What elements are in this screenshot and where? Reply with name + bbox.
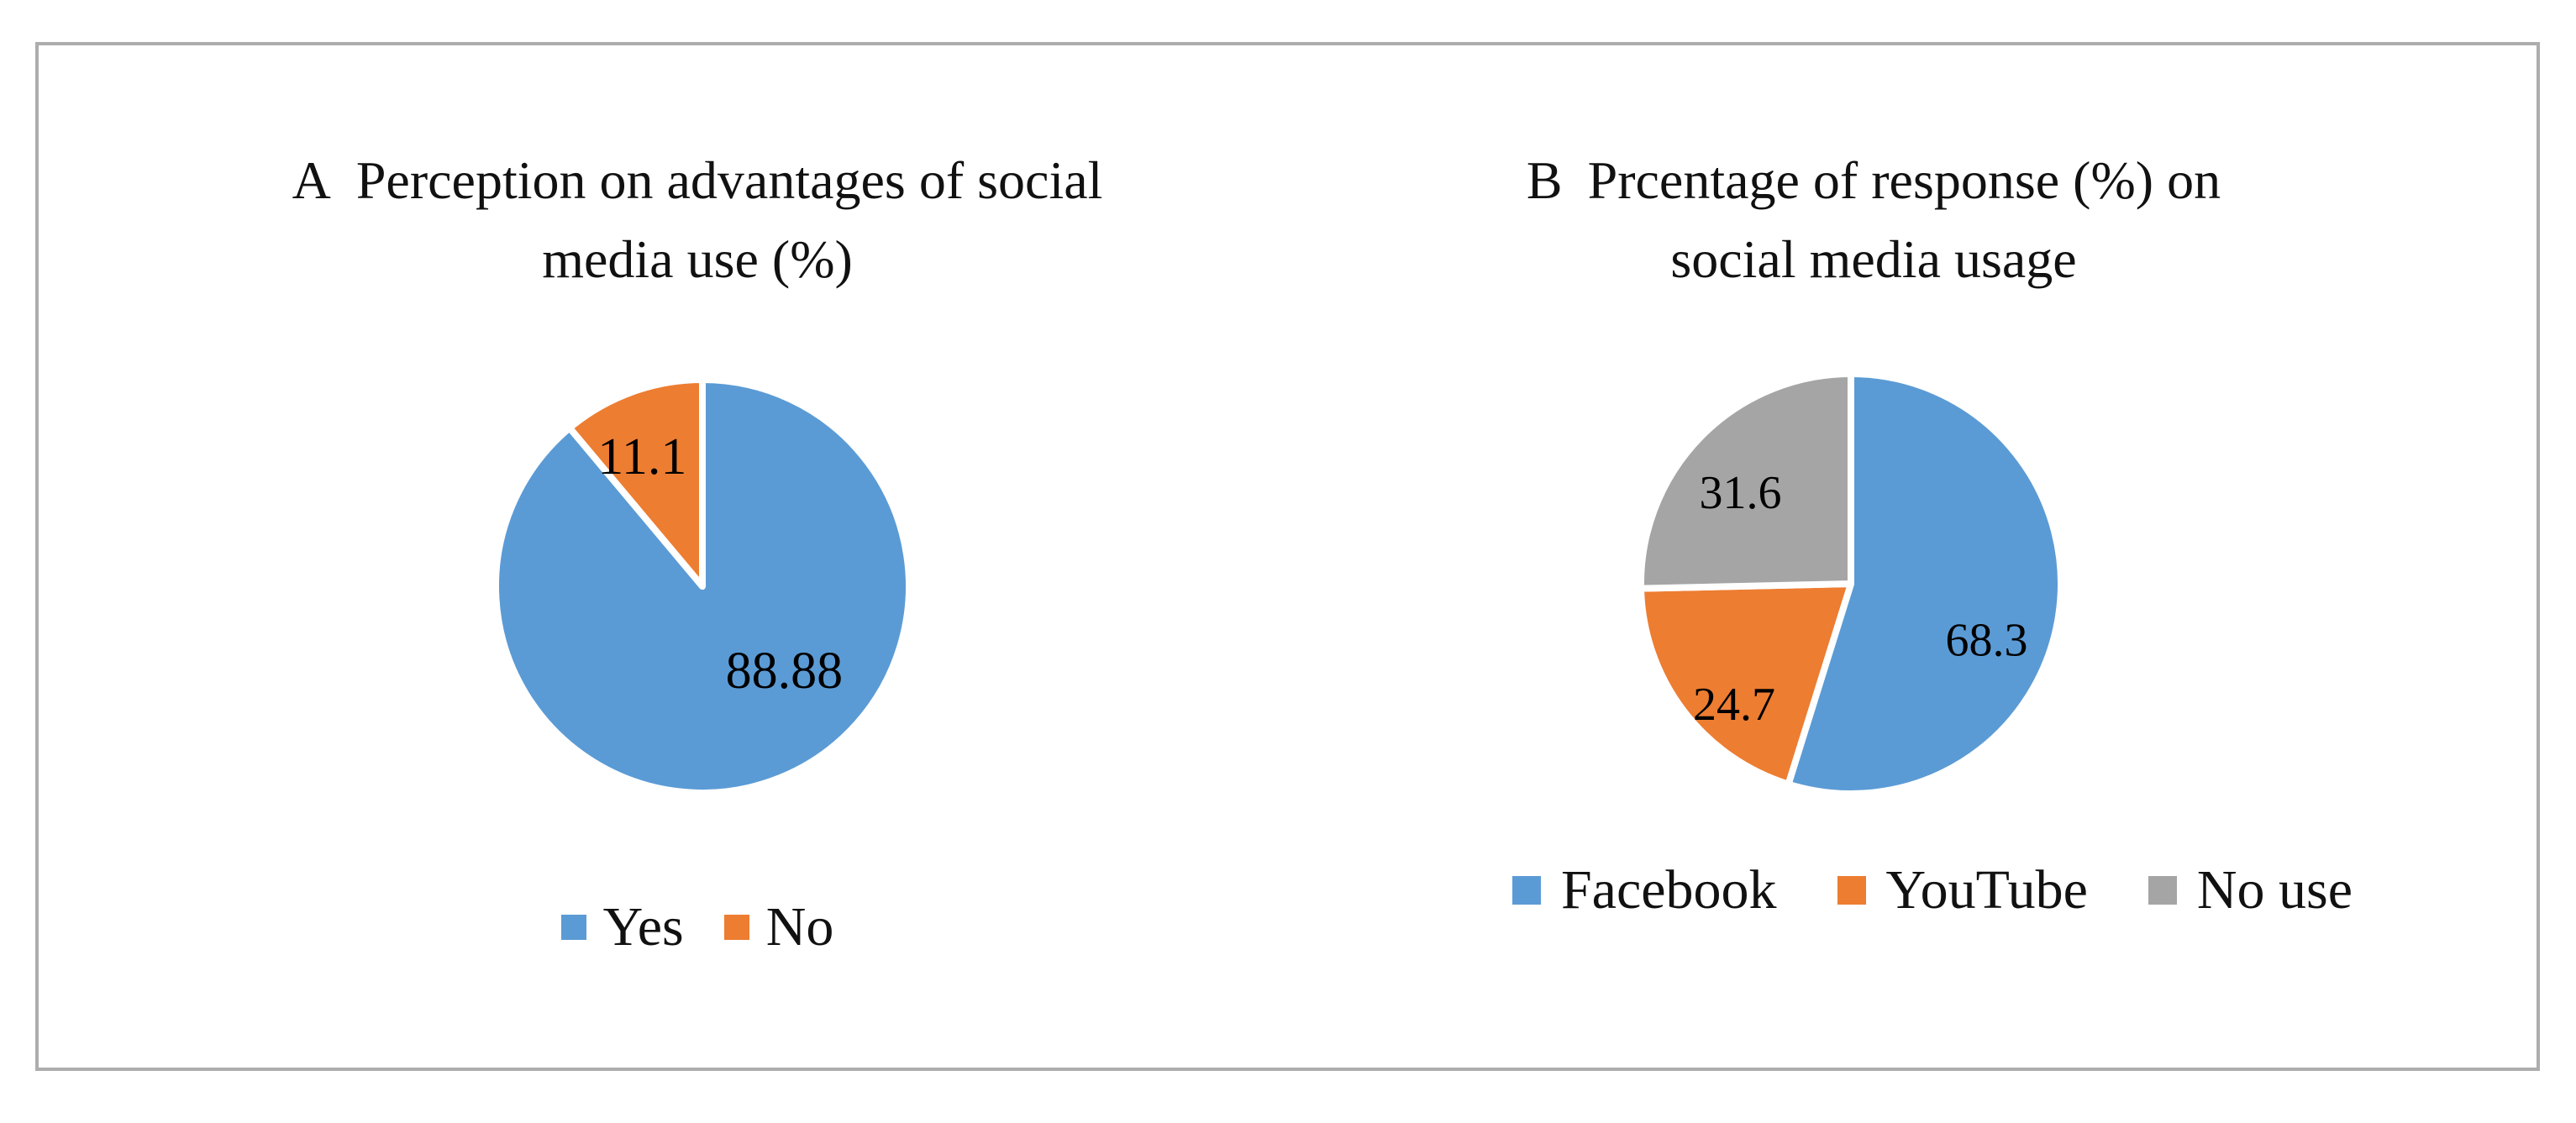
data-label: 88.88 <box>726 643 844 700</box>
legend-a: Yes No <box>420 892 975 963</box>
legend-item: Facebook <box>1511 855 1777 926</box>
legend-item: Yes <box>560 892 684 963</box>
legend-item: YouTube <box>1837 855 2088 926</box>
chart-a-title: A Perception on advantages of social medi… <box>193 141 1201 299</box>
chart-a-title-line1: A Perception on advantages of social <box>193 141 1201 220</box>
pie-slice <box>1785 370 2065 797</box>
data-label: 24.7 <box>1693 679 1775 731</box>
legend-swatch <box>723 915 749 940</box>
pie-slice <box>565 376 706 590</box>
pie-chart-b: 68.3 24.7 31.6 <box>1638 370 2065 797</box>
legend-label: No <box>765 896 834 958</box>
pie-slice <box>1638 580 1854 788</box>
panel-a-label: A <box>292 150 331 210</box>
legend-item: No use <box>2148 855 2353 926</box>
chart-b-title-text1: Prcentage of response (%) on <box>1587 150 2221 210</box>
chart-a-title-line2: media use (%) <box>542 229 853 289</box>
chart-b-title-line2: social media usage <box>1670 229 2077 289</box>
legend-b: Facebook YouTube No use <box>1386 855 2479 926</box>
legend-swatch <box>1511 876 1541 905</box>
legend-label: YouTube <box>1885 859 2088 921</box>
pie-slice <box>1638 370 1854 592</box>
pie-chart-a: 88.88 11.1 <box>492 376 912 796</box>
figure-border <box>35 42 2540 1071</box>
chart-b-title: B Prcentage of response (%) on social med… <box>1369 141 2378 299</box>
legend-swatch <box>2148 876 2177 905</box>
legend-label: Yes <box>602 896 684 958</box>
legend-label: No use <box>2196 859 2353 921</box>
chart-a-title-text1: Perception on advantages of social <box>355 150 1103 210</box>
data-label: 31.6 <box>1700 467 1782 519</box>
legend-swatch <box>560 915 586 940</box>
legend-item: No <box>723 892 834 963</box>
legend-swatch <box>1837 876 1866 905</box>
data-label: 11.1 <box>597 428 686 485</box>
panel-b-label: B <box>1526 150 1563 210</box>
chart-b-title-line1: B Prcentage of response (%) on <box>1369 141 2378 220</box>
legend-label: Facebook <box>1560 859 1777 921</box>
data-label: 68.3 <box>1945 614 2027 666</box>
